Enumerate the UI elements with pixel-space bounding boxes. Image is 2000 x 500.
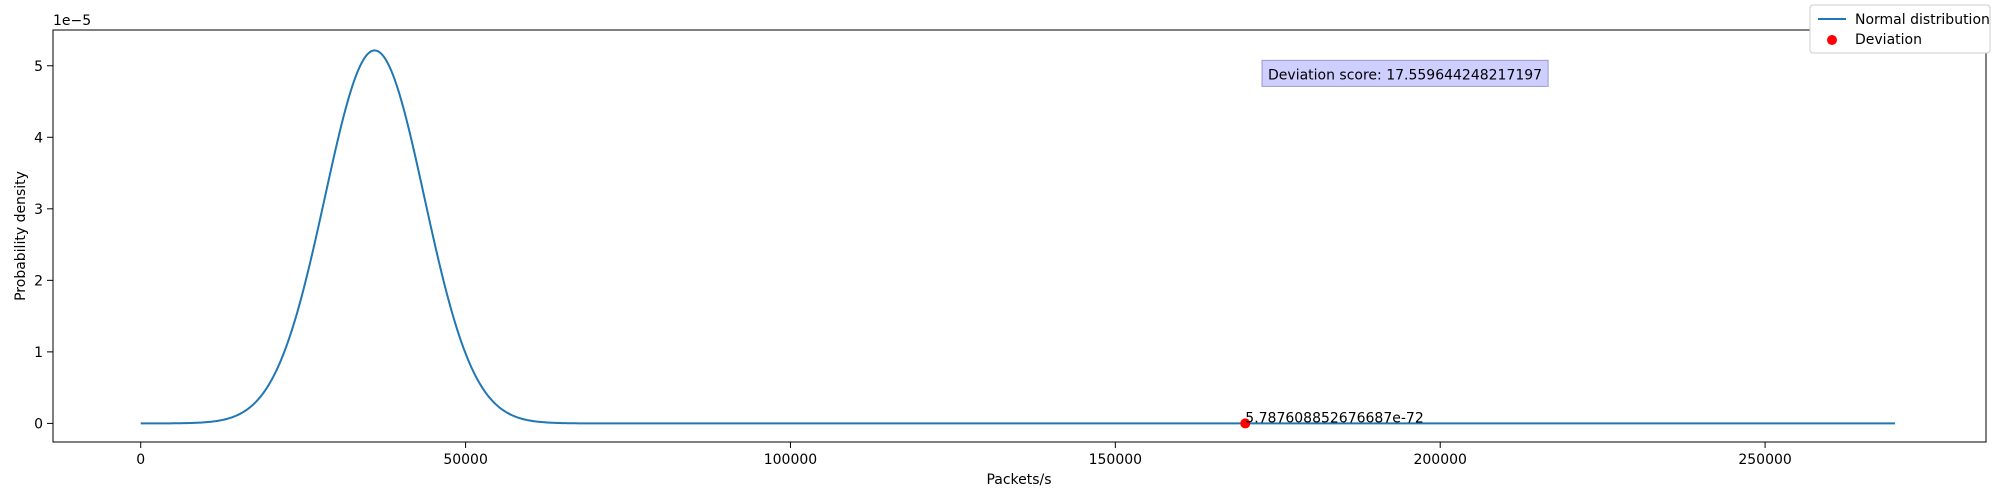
- legend-dot-swatch: [1827, 35, 1837, 45]
- legend: Normal distribution Deviation: [1809, 4, 1991, 54]
- deviation-point: [1240, 418, 1251, 429]
- deviation-score-box: [1261, 59, 1549, 87]
- x-tick-label: 200000: [1413, 452, 1466, 468]
- x-tick-label: 100000: [764, 452, 817, 468]
- y-tick-label: 5: [34, 59, 43, 75]
- scatter-layer: [1240, 418, 1251, 429]
- plot-frame: [52, 29, 1987, 443]
- x-ticks: 0 50000 100000 150000 200000 250000: [136, 442, 1792, 468]
- y-tick-label: 1: [34, 345, 43, 361]
- x-tick-label: 0: [136, 452, 145, 468]
- legend-entry-deviation: Deviation: [1855, 32, 1922, 48]
- legend-entry-normal-distribution: Normal distribution: [1855, 12, 1990, 28]
- y-tick-label: 0: [34, 416, 43, 432]
- deviation-score-annotation: Deviation score: 17.559644248217197: [1261, 59, 1549, 87]
- y-tick-label: 3: [34, 202, 43, 218]
- legend-frame: [1809, 4, 1991, 54]
- x-tick-label: 150000: [1089, 452, 1142, 468]
- y-tick-label: 2: [34, 273, 43, 289]
- y-axis-label: Probability density: [13, 171, 29, 301]
- y-tick-label: 4: [34, 130, 43, 146]
- deviation-score-text: Deviation score: 17.559644248217197: [1268, 67, 1542, 83]
- x-tick-label: 50000: [443, 452, 488, 468]
- x-axis-label: Packets/s: [986, 472, 1051, 488]
- curve-layer: [140, 49, 1896, 425]
- deviation-point-label: 5.787608852676687e-72: [1245, 410, 1423, 426]
- normal-distribution-line: [140, 49, 1896, 425]
- x-tick-label: 250000: [1738, 452, 1791, 468]
- y-ticks: 0 1 2 3 4 5: [34, 59, 53, 432]
- y-scale-offset: 1e−5: [53, 13, 91, 29]
